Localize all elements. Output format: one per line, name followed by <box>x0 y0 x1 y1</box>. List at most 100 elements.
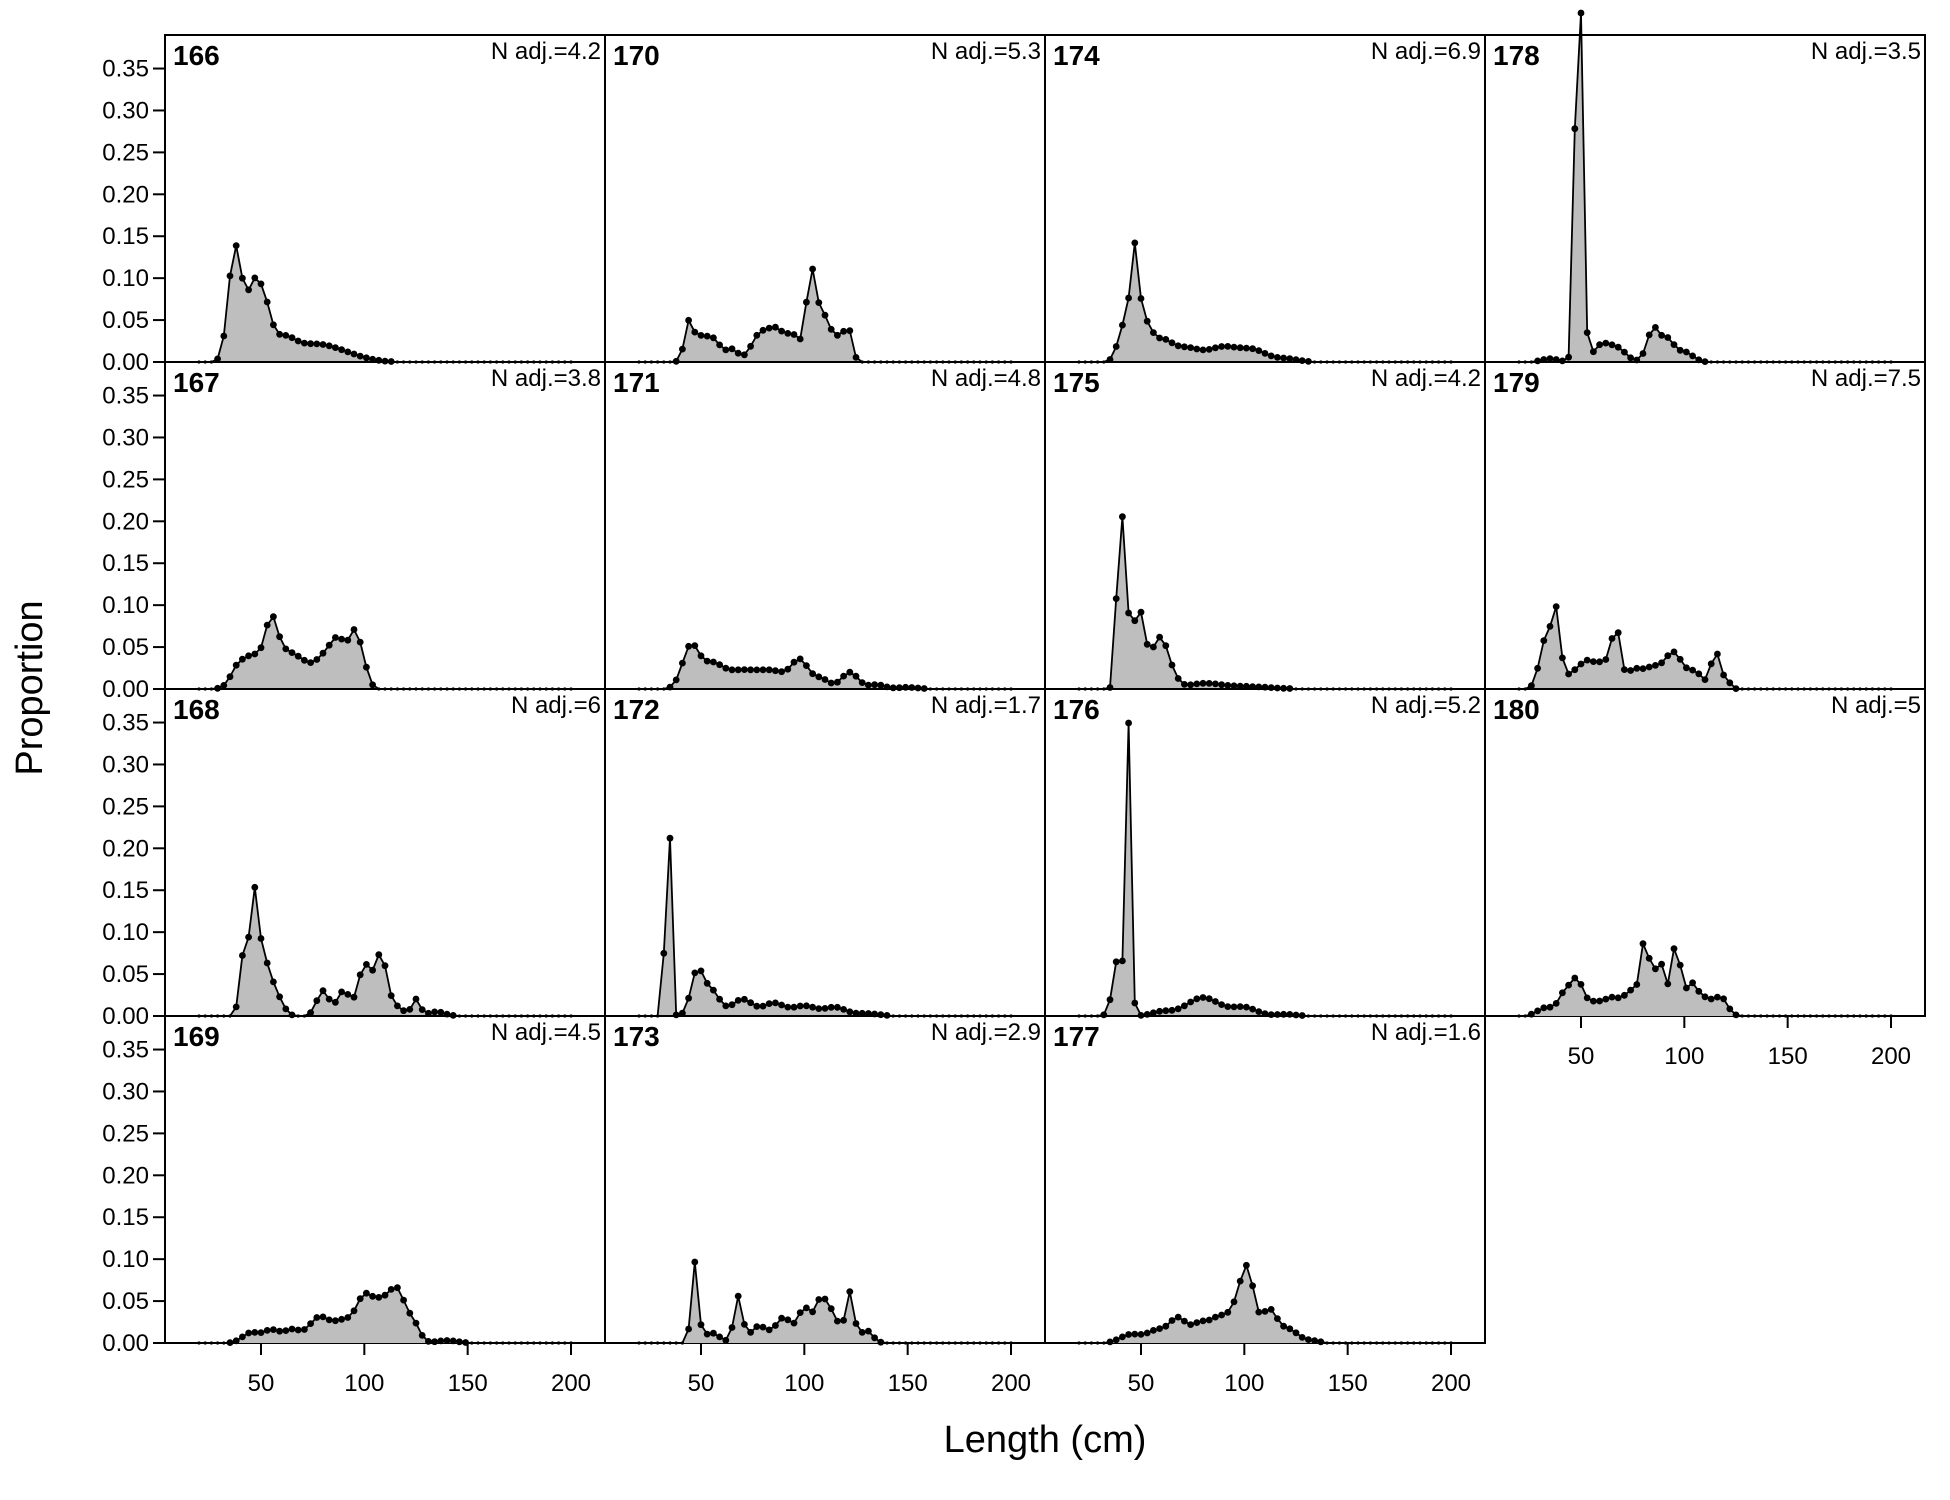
data-point <box>1137 608 1145 616</box>
data-point <box>1808 1014 1812 1018</box>
data-point <box>1596 997 1603 1005</box>
data-point <box>222 1341 226 1345</box>
data-point <box>381 1291 389 1299</box>
panel-id-label: 174 <box>1053 40 1100 71</box>
data-point <box>1174 1005 1182 1013</box>
data-point <box>1193 1319 1201 1326</box>
data-point <box>245 286 253 294</box>
data-point <box>226 1339 234 1346</box>
data-point <box>363 961 370 968</box>
data-point <box>809 1003 816 1011</box>
data-point <box>282 332 290 339</box>
data-point <box>1230 1003 1238 1011</box>
panel-n-label: N adj.=5.2 <box>1371 692 1481 719</box>
data-point <box>1676 655 1684 663</box>
data-point <box>245 652 253 660</box>
data-point <box>759 326 767 334</box>
data-point <box>660 949 668 957</box>
data-point <box>1131 617 1139 625</box>
data-point <box>288 1011 296 1019</box>
data-point <box>834 331 841 339</box>
y-tick-label: 0.00 <box>102 349 149 376</box>
panel-frame <box>1044 688 1486 1017</box>
data-point <box>1565 353 1572 361</box>
data-point <box>947 1341 951 1345</box>
data-point <box>1683 664 1690 672</box>
data-point <box>1652 965 1659 973</box>
data-point <box>1443 1341 1447 1345</box>
data-point <box>257 935 265 942</box>
data-point <box>1639 940 1647 948</box>
panel-172: 172 N adj.=1.7 <box>604 688 1046 1019</box>
panel-frame <box>604 361 1046 690</box>
data-point <box>1255 1308 1263 1316</box>
data-point <box>662 1341 666 1345</box>
data-point <box>784 1316 792 1324</box>
data-point <box>1162 1322 1170 1330</box>
data-point <box>1224 1003 1232 1010</box>
data-point <box>1559 654 1566 662</box>
data-point <box>418 1006 426 1013</box>
data-point <box>1150 329 1157 336</box>
data-point <box>697 652 705 660</box>
data-point <box>1676 961 1684 969</box>
y-axis-3: 0.00 0.05 0.10 0.15 0.20 0.25 0.30 0.35 <box>102 710 166 1030</box>
data-point <box>1100 1011 1108 1019</box>
data-point <box>697 332 705 339</box>
data-point <box>1437 1341 1441 1345</box>
data-point <box>722 346 730 354</box>
data-point <box>1224 343 1232 350</box>
data-point <box>922 1341 926 1345</box>
data-point <box>1546 355 1554 362</box>
data-point <box>449 1337 457 1345</box>
panel-frame <box>1484 688 1926 1017</box>
data-point <box>796 335 804 343</box>
y-tick-label: 0.15 <box>102 550 149 577</box>
data-point <box>1546 623 1554 630</box>
data-point <box>1528 682 1535 690</box>
data-point <box>350 993 358 1001</box>
data-point <box>871 681 878 689</box>
panel-n-label: N adj.=5.3 <box>931 38 1041 65</box>
data-point <box>1577 660 1585 668</box>
data-point <box>1125 609 1132 617</box>
data-point <box>1552 603 1560 610</box>
y-axis-1: 0.00 0.05 0.10 0.15 0.20 0.25 0.30 0.35 <box>102 56 166 376</box>
y-tick-label: 0.35 <box>102 710 149 737</box>
data-point <box>495 1341 499 1345</box>
data-point <box>1187 1321 1194 1328</box>
data-point <box>716 341 723 349</box>
panel-n-label: N adj.=3.8 <box>491 365 601 392</box>
data-point <box>270 613 277 621</box>
data-point <box>400 1296 407 1304</box>
data-point <box>387 1286 395 1293</box>
data-point <box>840 1316 847 1324</box>
data-point <box>313 340 321 348</box>
data-point <box>1249 1005 1256 1013</box>
data-point <box>1112 1336 1120 1344</box>
data-point <box>1249 345 1256 353</box>
data-point <box>1633 664 1641 672</box>
data-point <box>1614 994 1622 1002</box>
data-point <box>852 1009 860 1017</box>
data-point <box>753 331 761 339</box>
data-point <box>513 1341 517 1345</box>
data-point <box>1218 1311 1225 1319</box>
data-point <box>307 1320 314 1327</box>
data-point <box>1406 1341 1410 1345</box>
data-point <box>815 673 823 681</box>
data-point <box>369 966 376 974</box>
panel-176: 176 N adj.=5.2 <box>1044 688 1486 1019</box>
data-point <box>941 1341 945 1345</box>
data-point <box>387 992 395 999</box>
data-point <box>263 959 271 967</box>
data-point <box>1621 348 1628 356</box>
data-point <box>418 1332 426 1339</box>
data-point <box>679 1009 686 1017</box>
data-point <box>1387 1341 1391 1345</box>
data-point <box>691 328 699 336</box>
data-point <box>488 1341 492 1345</box>
data-point <box>1621 991 1628 999</box>
data-point <box>984 1341 988 1345</box>
data-point <box>821 1295 829 1303</box>
